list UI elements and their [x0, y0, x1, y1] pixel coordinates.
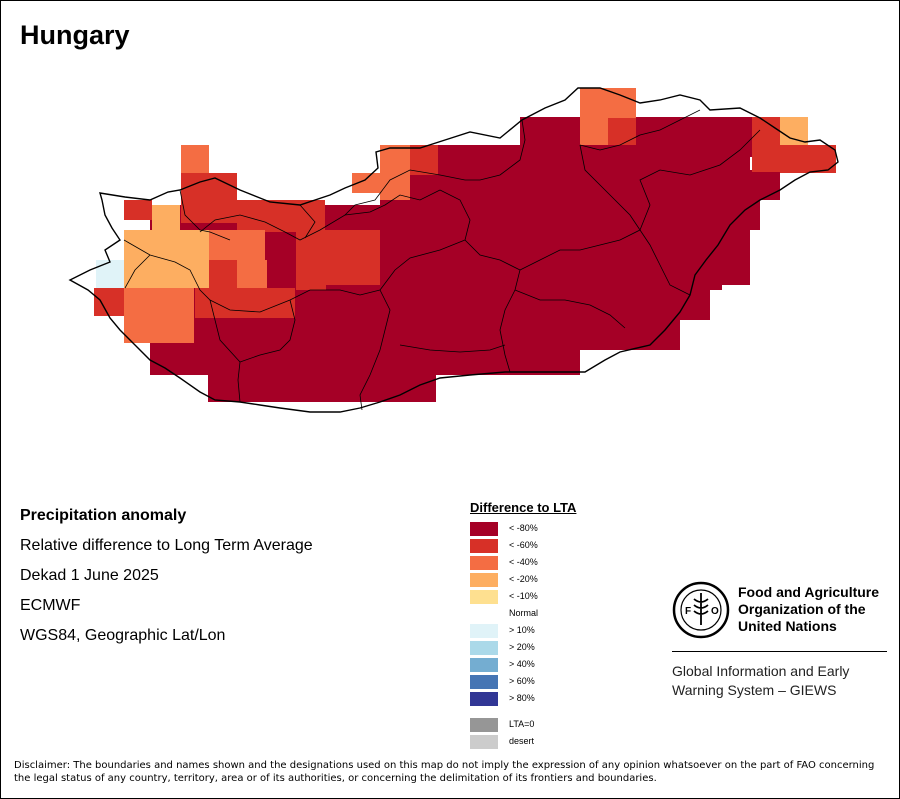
legend-swatch [470, 692, 498, 706]
fao-name-line: Food and Agriculture [738, 584, 880, 600]
info-heading: Precipitation anomaly [20, 507, 187, 524]
fao-name-line: Organization of the [738, 601, 866, 617]
divider [672, 651, 887, 652]
anomaly-raster [94, 88, 836, 402]
legend-label: LTA=0 [509, 719, 535, 729]
fao-logo-letter-o: O [711, 606, 719, 617]
info-line-description: Relative difference to Long Term Average [20, 537, 313, 554]
legend-label: Normal [509, 608, 539, 618]
county-boundaries [123, 109, 761, 411]
fao-name: Food and Agriculture Organization of the… [738, 584, 879, 635]
legend-title: Difference to LTA [470, 500, 577, 515]
legend: Difference to LTA < -80% < -60% < -40% < -2… [470, 500, 630, 749]
legend-swatch [470, 641, 498, 655]
legend-swatch [470, 522, 498, 536]
legend-label: > 60% [509, 676, 535, 686]
legend-label: < -80% [509, 523, 538, 533]
legend-swatch [470, 624, 498, 638]
map-title: Hungary [20, 20, 130, 50]
info-line-projection: WGS84, Geographic Lat/Lon [20, 627, 226, 644]
legend-label: > 80% [509, 693, 535, 703]
country-border [68, 87, 839, 413]
legend-label: desert [509, 736, 535, 746]
legend-label: < -60% [509, 540, 538, 550]
legend-label: > 10% [509, 625, 535, 635]
legend-swatch [470, 556, 498, 570]
legend-swatch [470, 539, 498, 553]
giews-name-line: Warning System – GIEWS [672, 682, 837, 698]
disclaimer: Disclaimer: The boundaries and names sho… [14, 760, 875, 784]
fao-logo: F O [672, 581, 730, 639]
legend-swatch [470, 590, 498, 604]
info-line-source: ECMWF [20, 597, 81, 614]
legend-label: < -10% [509, 591, 538, 601]
map-canvas [68, 87, 839, 413]
legend-swatch [470, 675, 498, 689]
legend-label: < -20% [509, 574, 538, 584]
legend-swatch [470, 658, 498, 672]
legend-swatch [470, 718, 498, 732]
giews-name: Global Information and Early Warning Sys… [672, 662, 849, 700]
legend-label: > 40% [509, 659, 535, 669]
legend-label: > 20% [509, 642, 535, 652]
fao-logo-letter-f: F [685, 606, 691, 617]
giews-name-line: Global Information and Early [672, 663, 850, 679]
info-line-period: Dekad 1 June 2025 [20, 567, 159, 584]
fao-name-line: United Nations [738, 618, 837, 634]
legend-label: < -40% [509, 557, 538, 567]
legend-swatch [470, 735, 498, 749]
legend-swatch [470, 573, 498, 587]
